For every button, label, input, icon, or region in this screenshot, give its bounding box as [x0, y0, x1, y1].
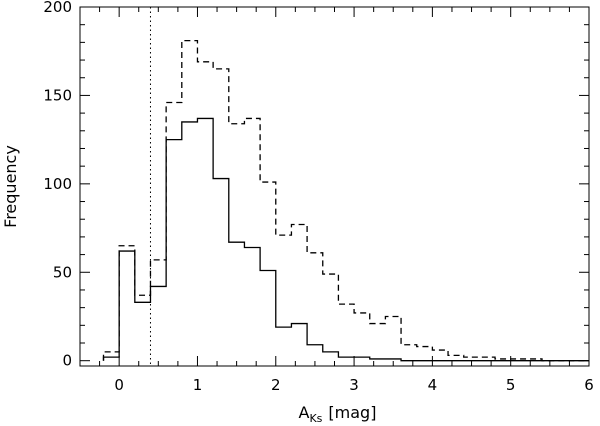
- x-tick-label: 2: [271, 376, 281, 394]
- x-tick-label: 6: [584, 376, 594, 394]
- y-tick-label: 100: [43, 175, 72, 193]
- x-axis-label-main: A: [299, 403, 310, 422]
- x-axis-label-sub: Ks: [309, 412, 322, 425]
- x-tick-label: 4: [428, 376, 438, 394]
- x-tick-label: 1: [193, 376, 203, 394]
- x-tick-labels: 0 1 2 3 4 5 6: [114, 376, 593, 394]
- x-tick-label: 0: [114, 376, 124, 394]
- x-axis-label: AKs [mag]: [299, 403, 377, 425]
- axis-ticks: [79, 6, 590, 366]
- series-dashed-histogram: [102, 39, 589, 362]
- y-tick-label: 200: [43, 0, 72, 16]
- y-tick-label: 50: [53, 263, 72, 281]
- y-tick-labels: 0 50 100 150 200: [43, 0, 72, 370]
- x-axis-label-unit: [mag]: [328, 403, 376, 422]
- y-axis-label: Frequency: [1, 145, 20, 228]
- x-tick-label: 3: [349, 376, 359, 394]
- series-solid-histogram: [102, 117, 589, 362]
- series-layer: [102, 39, 589, 362]
- y-tick-label: 0: [62, 352, 72, 370]
- x-tick-label: 5: [506, 376, 516, 394]
- y-tick-label: 150: [43, 86, 72, 104]
- plot-frame: [79, 6, 590, 367]
